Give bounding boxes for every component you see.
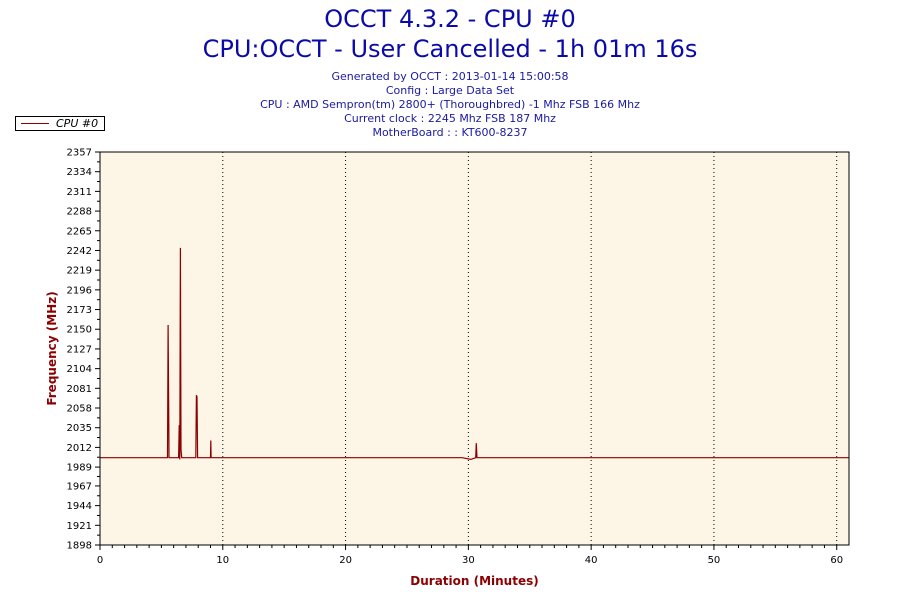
y-tick-label: 1921 bbox=[67, 521, 92, 532]
plot-area bbox=[100, 152, 849, 545]
x-tick-label: 60 bbox=[830, 555, 843, 566]
x-tick-label: 40 bbox=[585, 555, 598, 566]
legend: CPU #0 bbox=[15, 116, 105, 131]
y-tick-label: 2196 bbox=[67, 285, 92, 296]
y-tick-label: 2035 bbox=[67, 423, 92, 434]
y-tick-label: 1898 bbox=[67, 541, 92, 552]
y-axis-title: Frequency (MHz) bbox=[45, 291, 59, 405]
y-axis: 1898 1921 1944 1967 1989 2012 2035 2058 2081 2104… bbox=[67, 148, 100, 552]
grid-lines bbox=[222, 152, 838, 545]
y-tick-label: 2173 bbox=[67, 305, 92, 316]
y-tick-label: 2104 bbox=[67, 364, 92, 375]
series-line-cpu0 bbox=[100, 247, 849, 461]
x-axis: 0 10 20 30 40 50 60 bbox=[97, 545, 843, 566]
x-tick-label: 10 bbox=[216, 555, 229, 566]
legend-label: CPU #0 bbox=[56, 117, 99, 130]
chart-title: OCCT 4.3.2 - CPU #0 bbox=[324, 5, 576, 33]
y-tick-label: 1944 bbox=[67, 501, 92, 512]
y-tick-label: 2357 bbox=[67, 148, 92, 159]
x-axis-title: Duration (Minutes) bbox=[410, 574, 538, 588]
plot-border bbox=[99, 151, 850, 546]
y-tick-label: 2265 bbox=[67, 226, 92, 237]
motherboard-info: MotherBoard : : KT600-8237 bbox=[372, 126, 528, 139]
y-tick-label: 2127 bbox=[67, 344, 92, 355]
y-tick-label: 2288 bbox=[67, 207, 92, 218]
cpu-info: CPU : AMD Sempron(tm) 2800+ (Thoroughbre… bbox=[260, 98, 640, 111]
series-group bbox=[100, 247, 849, 461]
x-tick-label: 30 bbox=[462, 555, 475, 566]
y-tick-label: 2311 bbox=[67, 187, 92, 198]
y-tick-label: 1967 bbox=[67, 481, 92, 492]
y-tick-label: 2081 bbox=[67, 384, 92, 395]
generated-info: Generated by OCCT : 2013-01-14 15:00:58 bbox=[331, 70, 569, 83]
y-tick-label: 1989 bbox=[67, 463, 92, 474]
chart-subtitle: CPU:OCCT - User Cancelled - 1h 01m 16s bbox=[202, 35, 698, 63]
x-tick-label: 20 bbox=[339, 555, 352, 566]
x-tick-label: 50 bbox=[708, 555, 721, 566]
y-tick-label: 2012 bbox=[67, 443, 92, 454]
config-info: Config : Large Data Set bbox=[385, 84, 515, 97]
y-tick-label: 2334 bbox=[67, 167, 92, 178]
y-tick-label: 2242 bbox=[67, 246, 92, 257]
y-tick-label: 2219 bbox=[67, 266, 92, 277]
legend-swatch bbox=[21, 123, 49, 124]
y-tick-label: 2058 bbox=[67, 404, 92, 415]
x-tick-label: 0 bbox=[97, 555, 103, 566]
y-tick-label: 2150 bbox=[67, 325, 92, 336]
clock-info: Current clock : 2245 Mhz FSB 187 Mhz bbox=[344, 112, 556, 125]
